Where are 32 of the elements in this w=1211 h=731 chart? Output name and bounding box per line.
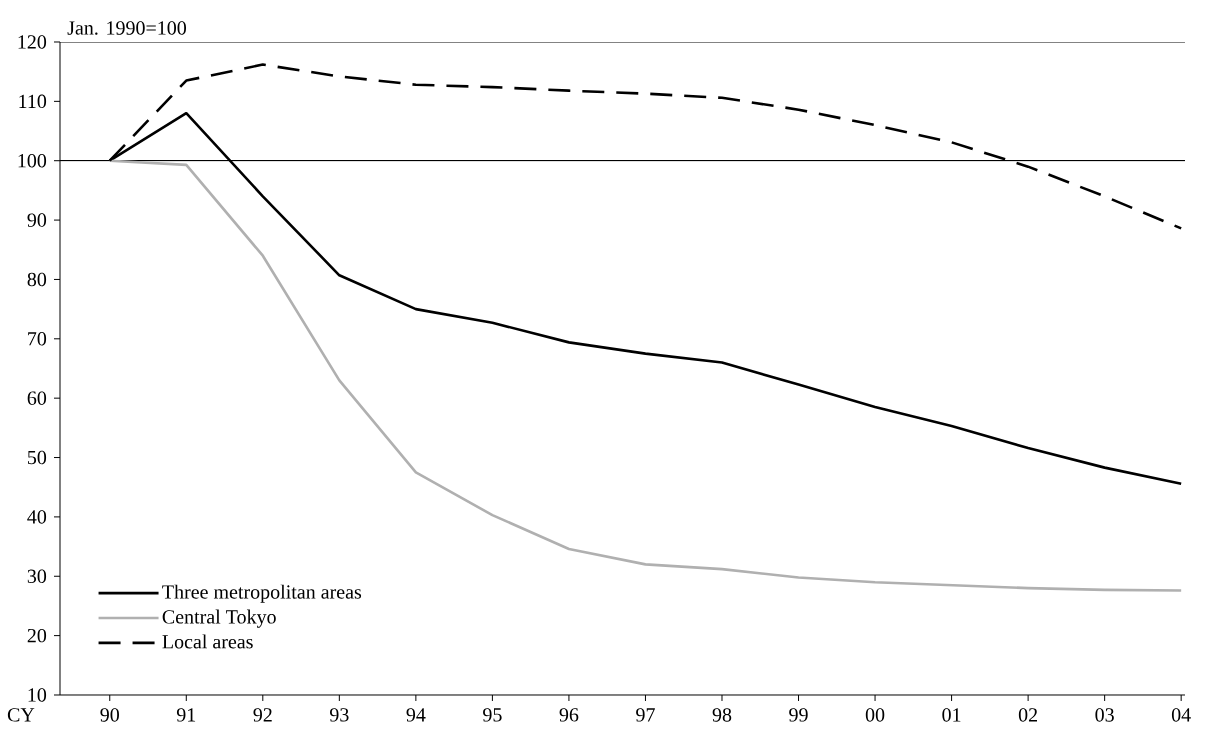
x-tick-label: 04 [1171, 708, 1191, 722]
x-tick-label: 02 [1018, 708, 1037, 722]
y-tick-label: 100 [18, 153, 47, 168]
x-tick-label: 03 [1095, 708, 1114, 722]
x-tick-label: 92 [253, 708, 272, 722]
x-tick-label: 96 [559, 708, 579, 722]
y-tick-label: 70 [28, 332, 47, 346]
x-tick-label: 91 [176, 708, 196, 722]
x-tick-label: 98 [712, 708, 732, 722]
y-tick-label: 110 [19, 94, 47, 109]
legend-label: Three metropolitan areas [162, 584, 362, 603]
x-tick-label: 90 [100, 708, 119, 722]
x-tick-label: 00 [865, 708, 885, 722]
x-tick-label: 97 [636, 708, 655, 722]
x-tick-label: 93 [329, 708, 349, 722]
x-tick-label: 95 [483, 708, 502, 722]
y-tick-label: 10 [28, 688, 47, 702]
legend-label: Local areas [162, 634, 253, 649]
x-tick-label: 99 [789, 708, 808, 722]
y-tick-label: 80 [27, 272, 47, 287]
x-tick-label: 94 [406, 708, 426, 722]
y-tick-label: 30 [27, 569, 47, 583]
y-tick-label: 40 [27, 510, 47, 524]
legend-label: Central Tokyo [162, 609, 276, 628]
x-tick-label: 01 [942, 708, 961, 722]
y-tick-label: 60 [27, 391, 47, 405]
y-tick-label: 20 [27, 628, 47, 643]
y-axis-title: Jan. 1990=100 [67, 21, 187, 35]
y-tick-label: 120 [18, 35, 47, 49]
y-tick-label: 90 [27, 213, 47, 227]
x-axis-title: CY [7, 708, 35, 722]
y-tick-label: 50 [28, 450, 47, 465]
